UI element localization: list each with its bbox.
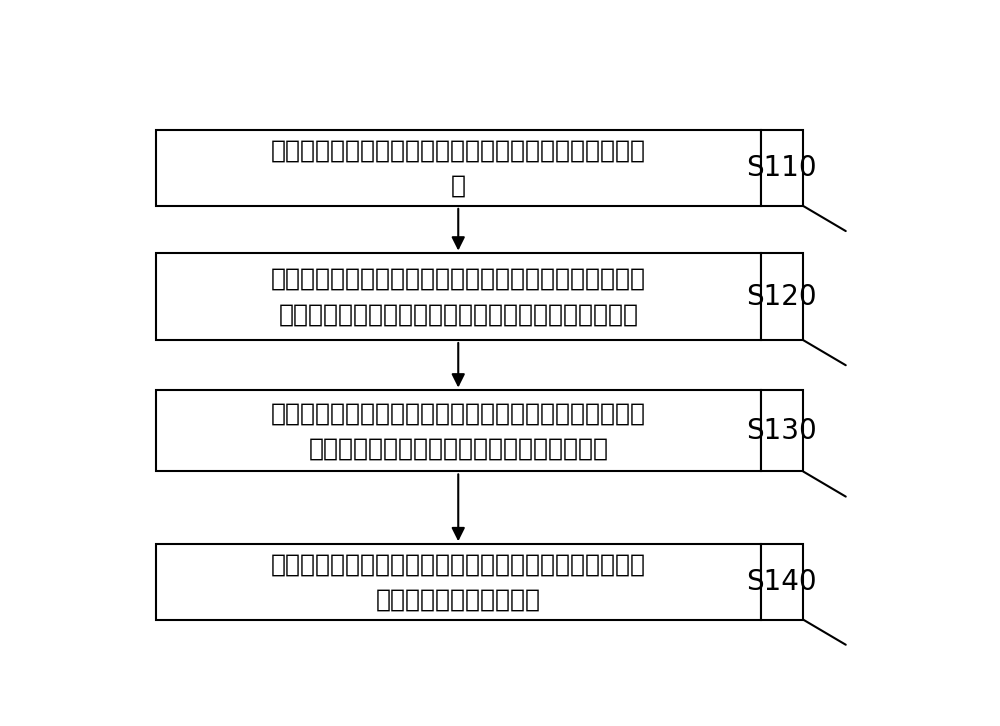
Bar: [761, 253, 803, 340]
Text: S110: S110: [746, 154, 817, 182]
Text: S140: S140: [746, 568, 817, 596]
Bar: [156, 131, 761, 206]
Text: 获取制作区域内的至少一个基站的位置信息和基站参数信
息: 获取制作区域内的至少一个基站的位置信息和基站参数信 息: [271, 139, 646, 198]
Bar: [156, 544, 761, 619]
Bar: [761, 544, 803, 619]
Text: 根据每个水平层的信号覆盖信息中的信号警示围栏，确定
制作区域的三维警示围栏: 根据每个水平层的信号覆盖信息中的信号警示围栏，确定 制作区域的三维警示围栏: [271, 552, 646, 611]
Text: S120: S120: [746, 282, 817, 311]
Text: 在预设高度范围内，根据每个基站的位置信息和基站参数
信息，确定至少一个预设高度的水平层的信号覆盖信息: 在预设高度范围内，根据每个基站的位置信息和基站参数 信息，确定至少一个预设高度的…: [271, 267, 646, 327]
Bar: [761, 391, 803, 471]
Text: 根据预设的信号质量等级，在每个水平层的信号覆盖信息
中，确定每个水平层对应的等级信号警示围栏: 根据预设的信号质量等级，在每个水平层的信号覆盖信息 中，确定每个水平层对应的等级…: [271, 401, 646, 460]
Bar: [156, 253, 761, 340]
Bar: [156, 391, 761, 471]
Text: S130: S130: [746, 417, 817, 445]
Bar: [761, 131, 803, 206]
